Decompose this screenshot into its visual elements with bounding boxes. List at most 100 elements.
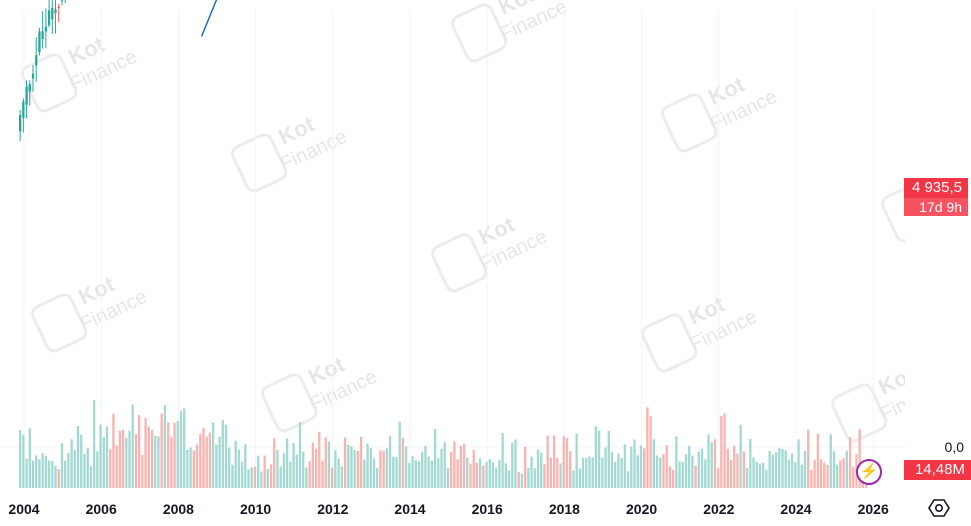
volume-bar xyxy=(302,451,305,488)
volume-bar xyxy=(67,452,70,488)
volume-bar xyxy=(681,461,684,488)
volume-bar xyxy=(520,473,524,488)
volume-bar xyxy=(211,422,215,488)
volume-bar xyxy=(514,439,517,488)
volume-bar xyxy=(739,424,742,488)
volume-bar xyxy=(38,459,41,488)
volume-bar xyxy=(713,439,717,488)
volume-bar xyxy=(282,453,286,488)
volume-bar xyxy=(836,464,839,488)
volume-bar xyxy=(697,451,701,488)
volume-bar xyxy=(260,471,263,488)
volume-bar xyxy=(794,462,797,488)
volume-bar xyxy=(99,424,102,488)
volume-bar xyxy=(607,431,610,488)
candle-body xyxy=(18,114,22,132)
volume-bar xyxy=(60,443,64,488)
volume-bar xyxy=(102,436,105,488)
volume-bar xyxy=(630,446,633,488)
volume-bar xyxy=(819,459,823,488)
volume-bar xyxy=(318,431,321,488)
volume-bar xyxy=(610,451,614,488)
volume-bar xyxy=(22,434,25,488)
volume-bar xyxy=(205,436,208,488)
candle-body xyxy=(25,86,28,105)
volume-bar xyxy=(559,463,562,488)
bar-countdown-badge: 17d 9h xyxy=(904,198,968,216)
volume-bar xyxy=(533,468,536,488)
volume-bar xyxy=(372,458,376,488)
volume-bar xyxy=(633,439,636,488)
volume-bar xyxy=(257,455,260,488)
volume-bar xyxy=(852,467,855,488)
volume-bar xyxy=(340,466,343,488)
x-tick-label: 2022 xyxy=(703,501,734,517)
volume-bar xyxy=(816,433,820,488)
volume-bar xyxy=(691,455,694,488)
volume-bar xyxy=(710,442,713,488)
volume-bar xyxy=(652,439,655,488)
volume-bar xyxy=(51,460,54,488)
volume-bar xyxy=(803,450,807,488)
volume-bar xyxy=(388,435,392,488)
volume-bar xyxy=(543,464,546,488)
volume-bar xyxy=(73,450,76,488)
candle-body xyxy=(28,84,31,92)
volume-bar xyxy=(18,430,22,488)
volume-bar xyxy=(620,457,623,488)
candle-body xyxy=(54,9,57,13)
hexagon-settings-icon[interactable] xyxy=(928,497,950,519)
price-axis-bg xyxy=(905,0,971,490)
volume-bar xyxy=(183,408,186,488)
volume-bar xyxy=(456,459,459,488)
volume-bar xyxy=(552,435,556,488)
volume-bar xyxy=(578,468,581,488)
volume-bar xyxy=(488,458,491,488)
volume-bar xyxy=(160,413,163,488)
volume-bar xyxy=(250,467,253,488)
volume-bar xyxy=(749,438,752,488)
volume-bar xyxy=(736,453,739,488)
volume-bar xyxy=(173,422,176,488)
volume-bar xyxy=(25,458,28,488)
volume-bar xyxy=(440,448,443,488)
volume-bar xyxy=(646,407,649,488)
volume-bar xyxy=(231,464,234,488)
volume-bar xyxy=(752,457,755,488)
volume-bar xyxy=(327,441,331,488)
volume-bar xyxy=(163,405,167,488)
candle-body xyxy=(38,31,41,53)
volume-bar xyxy=(733,445,736,488)
volume-bar xyxy=(517,471,520,488)
volume-bar xyxy=(83,453,86,488)
lightning-bolt-icon[interactable]: ⚡ xyxy=(856,459,882,485)
volume-bar xyxy=(31,460,35,488)
volume-bar xyxy=(359,436,363,488)
volume-bar xyxy=(269,464,273,488)
candle-body xyxy=(44,26,48,32)
price-axis[interactable]: 8 000,07 000,06 000,05 000,04 000,03 000… xyxy=(905,0,971,490)
volume-bar xyxy=(585,457,588,488)
volume-bar xyxy=(726,448,729,488)
volume-bar xyxy=(662,454,665,488)
volume-bar xyxy=(298,422,302,488)
volume-bar xyxy=(723,413,726,488)
volume-bar xyxy=(565,437,569,488)
volume-bar xyxy=(292,442,295,488)
volume-bar xyxy=(591,457,594,488)
volume-bar xyxy=(144,417,147,488)
time-axis[interactable]: 2004 2006 2008 2010 2012 2014 2016 2018 2020 2022… xyxy=(0,490,971,526)
volume-bar xyxy=(848,437,852,488)
volume-bar xyxy=(109,449,112,488)
volume-bar xyxy=(234,440,237,488)
volume-bar xyxy=(745,468,749,488)
volume-bar xyxy=(787,459,791,488)
volume-bar xyxy=(199,433,202,488)
volume-bar xyxy=(781,448,784,488)
volume-bar xyxy=(462,443,466,488)
volume-bar xyxy=(762,463,765,488)
volume-bar xyxy=(433,428,437,488)
